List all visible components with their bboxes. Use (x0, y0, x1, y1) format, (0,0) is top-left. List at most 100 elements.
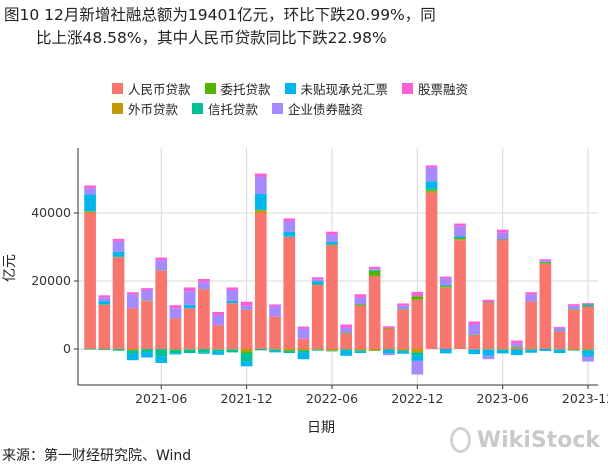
legend-label: 委托贷款 (220, 81, 271, 97)
bar-segment-5-2021-09 (198, 282, 210, 290)
bar-segment-2-2023-04 (468, 334, 481, 336)
legend-item-undiscounted-bills: 未贴现承兑汇票 (284, 79, 389, 98)
bar-segment-5-2022-03 (283, 221, 296, 232)
bar-segment-4-2021-11 (226, 300, 239, 304)
bar-segment-3-2021-10 (212, 349, 224, 352)
bar-segment-5-2022-01 (254, 176, 267, 194)
bar-segment-3-2021-09 (198, 349, 210, 353)
bar-segment-1-2021-07 (169, 349, 182, 350)
bar-segment-2-2022-10 (383, 327, 395, 329)
bar-segment-0-2023-03 (454, 240, 466, 349)
bar-segment-3-2022-02 (269, 349, 281, 352)
watermark: WikiStock (450, 420, 600, 460)
bar-segment-1-2022-05 (311, 349, 324, 350)
bar-segment-0-2022-08 (354, 305, 367, 349)
bar-segment-0-2023-04 (468, 335, 481, 349)
bar-segment-5-2023-09 (539, 260, 552, 262)
bar-segment-6-2022-04 (297, 326, 310, 329)
legend-item-equity-financing: 股票融资 (402, 79, 468, 98)
bar-segment-6-2021-05 (141, 288, 153, 291)
bar-segment-6-2023-08 (525, 292, 537, 295)
legend-label: 外币贷款 (128, 101, 179, 117)
bar-segment-3-2021-05 (141, 349, 153, 353)
bar-segment-2-2022-09 (368, 270, 381, 276)
bar-segment-0-2023-01 (425, 192, 438, 349)
bar-segment-6-2023-06 (496, 229, 509, 233)
bar-segment-1-2022-06 (326, 349, 338, 351)
bar-segment-4-2023-04 (468, 349, 481, 355)
bar-segment-6-2021-04 (126, 292, 139, 295)
bar-segment-6-2023-05 (482, 299, 495, 303)
x-tick-label: 2021-12 (220, 391, 272, 406)
bar-segment-4-2023-03 (454, 236, 466, 238)
bar-segment-5-2023-07 (511, 343, 523, 347)
bar-segment-0-2022-01 (254, 213, 267, 349)
bar-segment-5-2022-11 (397, 305, 409, 310)
bar-segment-2-2023-07 (511, 346, 523, 348)
bar-segment-2-2022-12 (411, 296, 424, 300)
legend-swatch (192, 102, 204, 114)
bar-segment-4-2021-07 (169, 353, 182, 355)
x-tick-label: 2023-06 (477, 391, 529, 406)
x-tick-label: 2022-06 (306, 391, 358, 406)
bar-segment-2-2023-02 (439, 286, 452, 288)
bar-segment-5-2023-02 (439, 278, 452, 286)
bar-segment-6-2022-02 (269, 304, 281, 307)
bar-segment-2-2022-07 (340, 333, 353, 334)
bar-segment-1-2021-01 (84, 211, 96, 213)
bar-segment-0-2021-05 (141, 301, 153, 349)
bar-segment-2-2022-03 (283, 350, 296, 352)
chart-legend: 人民币贷款 委托贷款 未贴现承兑汇票 股票融资 外币贷款 信托贷款 企业债券融资 (112, 78, 582, 118)
bar-segment-5-2022-02 (269, 306, 281, 317)
legend-swatch (112, 82, 123, 94)
bar-segment-3-2022-11 (397, 350, 409, 352)
legend-item-fx-loans: 外币贷款 (112, 99, 178, 118)
bar-segment-3-2021-06 (155, 349, 168, 357)
bar-segment-5-2022-09 (368, 269, 381, 270)
bar-segment-5-2022-04 (297, 328, 310, 339)
bar-segment-4-2021-03 (112, 251, 125, 257)
bar-segment-5-2023-12 (582, 356, 594, 362)
legend-label: 股票融资 (418, 81, 469, 97)
bar-segment-4-2022-04 (297, 352, 310, 360)
legend-label: 未贴现承兑汇票 (300, 81, 389, 97)
bar-segment-4-2023-06 (496, 350, 509, 354)
bar-segment-6-2023-04 (468, 321, 481, 325)
bar-segment-5-2023-06 (496, 232, 509, 240)
bar-segment-4-2023-07 (511, 350, 523, 356)
legend-item-trust-loans: 信托贷款 (192, 99, 258, 118)
bar-segment-6-2022-03 (283, 218, 296, 222)
bar-segment-3-2022-10 (383, 349, 395, 351)
bar-segment-5-2023-04 (468, 324, 481, 335)
bar-segment-6-2021-08 (183, 287, 196, 292)
bar-segment-1-2023-09 (539, 263, 552, 264)
bar-segment-0-2022-11 (397, 309, 409, 349)
bar-segment-4-2023-09 (539, 349, 552, 352)
bar-segment-0-2023-10 (553, 332, 566, 349)
bar-segment-5-2021-01 (84, 188, 96, 195)
bar-segment-3-2022-04 (297, 350, 310, 353)
bar-segment-6-2023-03 (454, 223, 466, 227)
bar-segment-1-2023-03 (454, 239, 466, 241)
bar-segment-5-2022-08 (354, 297, 367, 305)
bar-segment-1-2021-05 (141, 300, 153, 302)
bar-segment-1-2022-12 (411, 349, 424, 353)
bar-segment-5-2022-10 (383, 353, 395, 356)
bar-segment-0-2022-02 (269, 316, 281, 349)
bar-segment-3-2023-09 (539, 261, 552, 263)
bar-segment-2-2023-05 (482, 302, 495, 304)
x-axis-label: 日期 (307, 420, 335, 436)
bar-segment-4-2021-05 (141, 352, 153, 358)
bar-segment-3-2022-06 (326, 350, 338, 352)
bar-segment-0-2023-07 (511, 347, 523, 349)
legend-row-1: 人民币贷款 委托贷款 未贴现承兑汇票 股票融资 (112, 78, 582, 98)
bar-segment-3-2021-03 (112, 349, 125, 351)
bar-segment-3-2022-12 (411, 352, 424, 356)
bar-segment-5-2022-07 (340, 327, 353, 334)
bar-segment-3-2021-11 (226, 349, 239, 353)
bar-segment-6-2021-12 (240, 301, 253, 306)
bar-segment-4-2023-02 (439, 349, 452, 354)
bar-segment-0-2022-12 (411, 299, 424, 349)
bar-segment-3-2021-08 (183, 349, 196, 354)
bar-segment-2-2021-12 (240, 351, 253, 354)
